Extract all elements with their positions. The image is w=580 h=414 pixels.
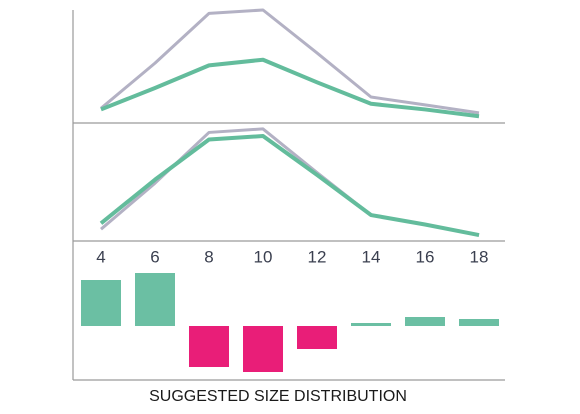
x-tick-label: 14 [362, 247, 381, 266]
line [100, 57, 480, 119]
bar [351, 323, 391, 326]
line [100, 127, 480, 237]
bar [297, 326, 337, 349]
x-tick-label: 16 [416, 247, 435, 266]
bar [459, 319, 499, 326]
bar [405, 317, 445, 326]
x-tick-label: 18 [470, 247, 489, 266]
bar [243, 326, 283, 372]
x-tick-label: 8 [204, 247, 213, 266]
x-tick-label: 10 [254, 247, 273, 266]
bar [81, 280, 121, 326]
bar [135, 273, 175, 326]
x-tick-label: 12 [308, 247, 327, 266]
x-tick-label: 4 [96, 247, 105, 266]
x-tick-label: 6 [150, 247, 159, 266]
line [100, 8, 480, 115]
bar [189, 326, 229, 367]
chart-title: SUGGESTED SIZE DISTRIBUTION [149, 388, 407, 405]
line [99, 133, 480, 238]
